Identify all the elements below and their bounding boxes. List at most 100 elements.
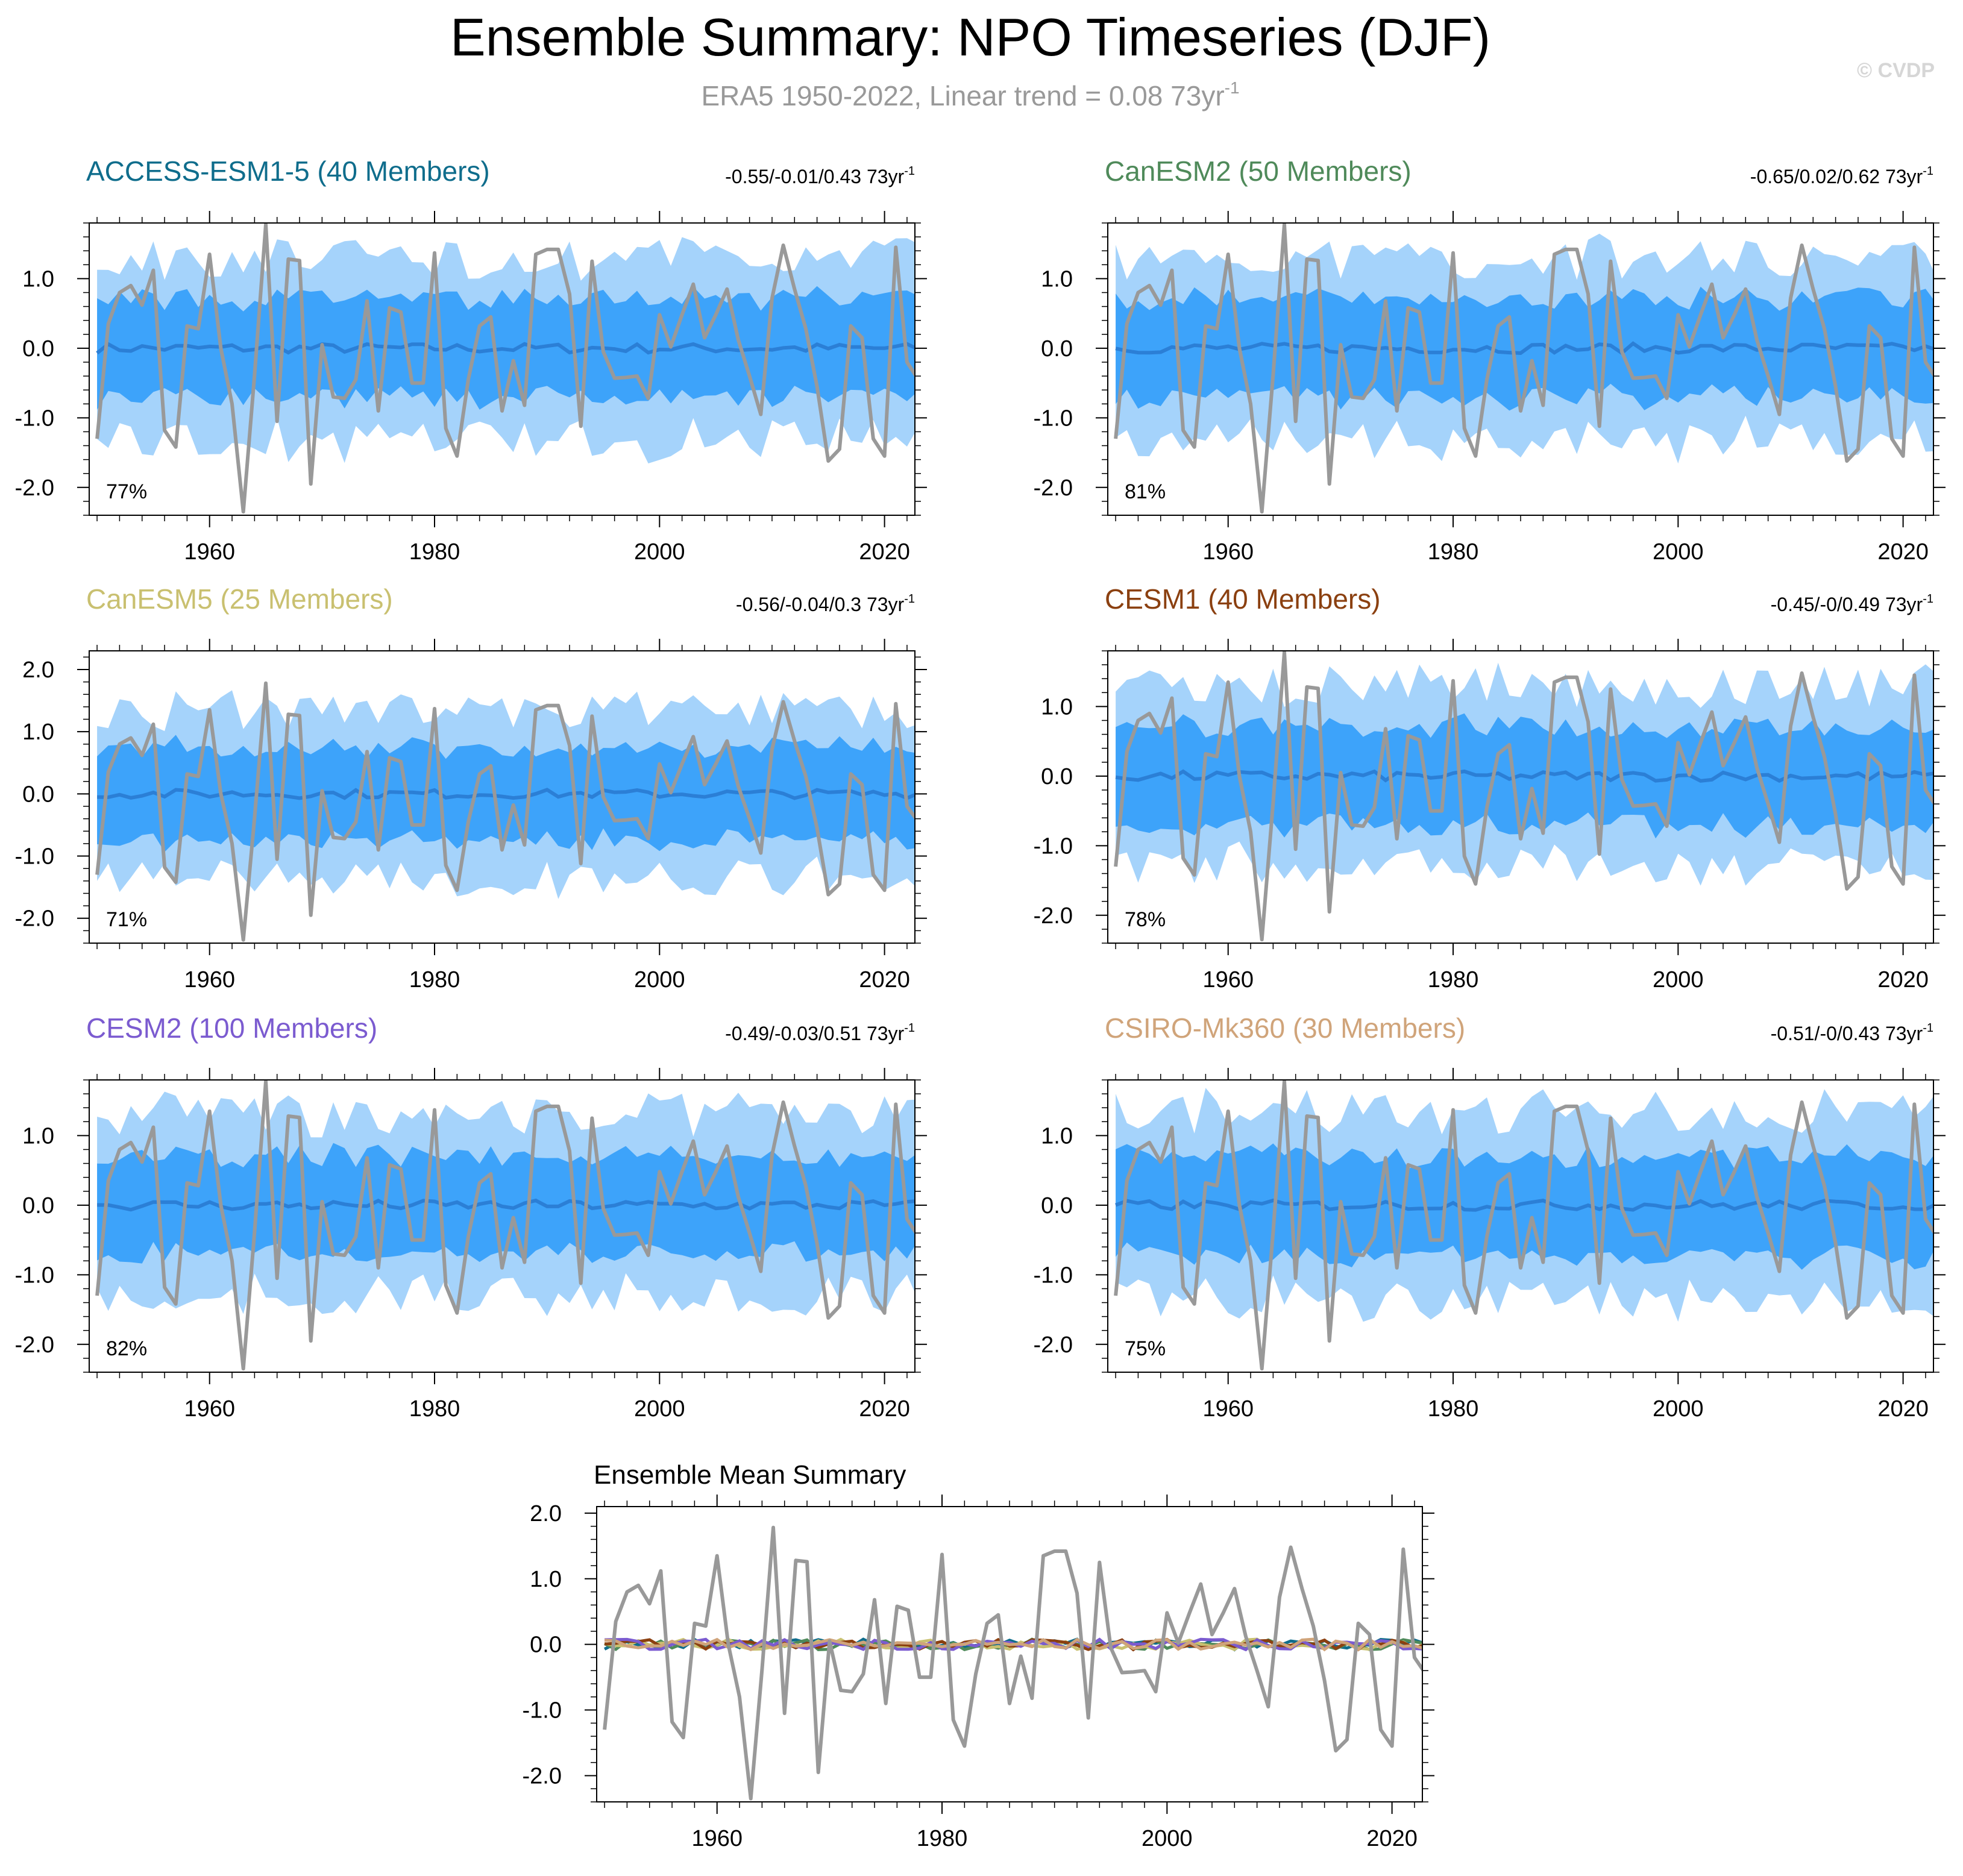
x-tick-label: 1980 bbox=[409, 967, 460, 993]
panel-title: CSIRO-Mk360 (30 Members) bbox=[1105, 1012, 1465, 1044]
figure-subtitle: ERA5 1950-2022, Linear trend = 0.08 73yr… bbox=[701, 78, 1239, 111]
observations-line bbox=[1114, 223, 1933, 514]
y-tick-label: 1.0 bbox=[530, 1567, 562, 1592]
y-tick-label: -1.0 bbox=[1034, 406, 1073, 431]
y-tick-label: -2.0 bbox=[15, 1332, 54, 1358]
plot-area bbox=[95, 1080, 915, 1371]
x-tick-label: 2020 bbox=[859, 1396, 910, 1422]
panel-2: 2.0 1.0 0.0 -1.0 -2.0 1960 1980 2000 2020 CanESM5… bbox=[15, 583, 927, 993]
y-tick-label: 0.0 bbox=[1041, 336, 1073, 362]
y-tick-label: -2.0 bbox=[15, 475, 54, 501]
y-tick-label: 0.0 bbox=[1041, 1193, 1073, 1219]
mean-summary-title: Ensemble Mean Summary bbox=[594, 1460, 906, 1490]
panel-percent: 71% bbox=[106, 908, 147, 931]
panel-percent: 78% bbox=[1125, 908, 1166, 931]
panel-trend-stats: -0.49/-0.03/0.51 73yr-1 bbox=[725, 1021, 915, 1044]
panel-trend-stats: -0.56/-0.04/0.3 73yr-1 bbox=[736, 592, 915, 615]
y-tick-label: -1.0 bbox=[1034, 833, 1073, 859]
y-tick-label: 0.0 bbox=[22, 1193, 54, 1219]
x-tick-label: 2000 bbox=[634, 967, 685, 993]
observations-line bbox=[603, 1525, 1422, 1801]
subtitle-text: ERA5 1950-2022, Linear trend = 0.08 73yr bbox=[701, 80, 1224, 111]
x-tick-label: 1960 bbox=[1202, 539, 1254, 565]
x-tick-label: 1960 bbox=[1202, 967, 1254, 993]
panel-0: 1.0 0.0 -1.0 -2.0 1960 1980 2000 2020 ACCESS-ESM… bbox=[15, 155, 927, 565]
x-tick-label: 2000 bbox=[1653, 1396, 1704, 1422]
x-tick-label: 1980 bbox=[409, 539, 460, 565]
y-tick-label: -1.0 bbox=[15, 406, 54, 431]
y-tick-label: -1.0 bbox=[15, 1263, 54, 1288]
y-tick-label: 2.0 bbox=[530, 1501, 562, 1526]
plot-area bbox=[1114, 651, 1933, 942]
x-tick-label: 2020 bbox=[1366, 1826, 1418, 1851]
y-tick-label: -2.0 bbox=[1034, 1332, 1073, 1358]
x-tick-label: 2020 bbox=[1877, 967, 1929, 993]
panel-trend-stats: -0.65/0.02/0.62 73yr-1 bbox=[1750, 165, 1933, 187]
panel-5: 1.0 0.0 -1.0 -2.0 1960 1980 2000 2020 CSIRO-Mk36… bbox=[1034, 1012, 1946, 1422]
panel-trend-stats: -0.45/-0/0.49 73yr-1 bbox=[1771, 592, 1933, 615]
y-tick-label: 1.0 bbox=[22, 266, 54, 292]
x-tick-label: 1980 bbox=[1428, 539, 1479, 565]
x-tick-label: 1960 bbox=[1202, 1396, 1254, 1422]
subtitle-superscript: -1 bbox=[1225, 78, 1240, 97]
panel-4: 1.0 0.0 -1.0 -2.0 1960 1980 2000 2020 CESM2 (100… bbox=[15, 1012, 927, 1422]
y-tick-label: 1.0 bbox=[1041, 1123, 1073, 1149]
y-tick-label: -1.0 bbox=[15, 844, 54, 870]
y-tick-label: -2.0 bbox=[1034, 903, 1073, 929]
y-tick-label: 1.0 bbox=[22, 1123, 54, 1149]
x-tick-label: 2020 bbox=[1877, 539, 1929, 565]
panel-title: CESM2 (100 Members) bbox=[86, 1012, 377, 1044]
panels-container: 1.0 0.0 -1.0 -2.0 1960 1980 2000 2020 ACCESS-ESM… bbox=[15, 155, 1946, 1851]
x-tick-label: 1960 bbox=[184, 539, 235, 565]
observations-line bbox=[95, 1080, 915, 1371]
x-tick-label: 2000 bbox=[1653, 967, 1704, 993]
plot-area bbox=[95, 681, 915, 942]
panel-title: ACCESS-ESM1-5 (40 Members) bbox=[86, 155, 490, 187]
panel-trend-stats: -0.55/-0.01/0.43 73yr-1 bbox=[725, 165, 915, 187]
y-tick-label: -2.0 bbox=[15, 906, 54, 932]
y-tick-label: 0.0 bbox=[1041, 764, 1073, 789]
observations-line bbox=[95, 681, 915, 942]
y-tick-label: -2.0 bbox=[523, 1763, 562, 1789]
x-tick-label: 2020 bbox=[1877, 1396, 1929, 1422]
observations-line bbox=[1114, 1080, 1933, 1371]
panel-title: CanESM5 (25 Members) bbox=[86, 583, 393, 615]
plot-area bbox=[1114, 1080, 1933, 1371]
watermark: © CVDP bbox=[1857, 59, 1935, 82]
x-tick-label: 1960 bbox=[691, 1826, 743, 1851]
y-tick-label: -1.0 bbox=[523, 1698, 562, 1724]
plot-area bbox=[95, 223, 915, 514]
x-tick-label: 1960 bbox=[184, 967, 235, 993]
panel-title: CESM1 (40 Members) bbox=[1105, 583, 1381, 615]
panel-6: 2.0 1.0 0.0 -1.0 -2.0 1960 1980 2000 2020 Ensembl… bbox=[523, 1460, 1434, 1851]
plot-area bbox=[1114, 223, 1933, 514]
panel-title: CanESM2 (50 Members) bbox=[1105, 155, 1412, 187]
panel-percent: 81% bbox=[1125, 480, 1166, 503]
x-tick-label: 2020 bbox=[859, 539, 910, 565]
observations-line bbox=[1114, 651, 1933, 942]
panel-1: 1.0 0.0 -1.0 -2.0 1960 1980 2000 2020 CanESM2 (5… bbox=[1034, 155, 1946, 565]
y-tick-label: 1.0 bbox=[22, 720, 54, 745]
x-tick-label: 2000 bbox=[1653, 539, 1704, 565]
x-tick-label: 2020 bbox=[859, 967, 910, 993]
panel-3: 1.0 0.0 -1.0 -2.0 1960 1980 2000 2020 CESM1 (40 … bbox=[1034, 583, 1946, 993]
x-tick-label: 2000 bbox=[1142, 1826, 1193, 1851]
x-tick-label: 1980 bbox=[1428, 967, 1479, 993]
y-tick-label: 2.0 bbox=[22, 657, 54, 683]
panel-trend-stats: -0.51/-0/0.43 73yr-1 bbox=[1771, 1021, 1933, 1044]
y-tick-label: 0.0 bbox=[22, 782, 54, 807]
observations-line bbox=[95, 223, 915, 514]
y-tick-label: 1.0 bbox=[1041, 266, 1073, 292]
plot-area bbox=[603, 1525, 1422, 1801]
figure-title: Ensemble Summary: NPO Timeseries (DJF) bbox=[450, 7, 1490, 67]
panel-percent: 82% bbox=[106, 1337, 147, 1360]
x-tick-label: 1980 bbox=[409, 1396, 460, 1422]
x-tick-label: 1980 bbox=[1428, 1396, 1479, 1422]
x-tick-label: 2000 bbox=[634, 539, 685, 565]
x-tick-label: 2000 bbox=[634, 1396, 685, 1422]
y-tick-label: -1.0 bbox=[1034, 1263, 1073, 1288]
panel-percent: 77% bbox=[106, 480, 147, 503]
y-tick-label: -2.0 bbox=[1034, 475, 1073, 501]
plot-frame bbox=[596, 1506, 1423, 1802]
